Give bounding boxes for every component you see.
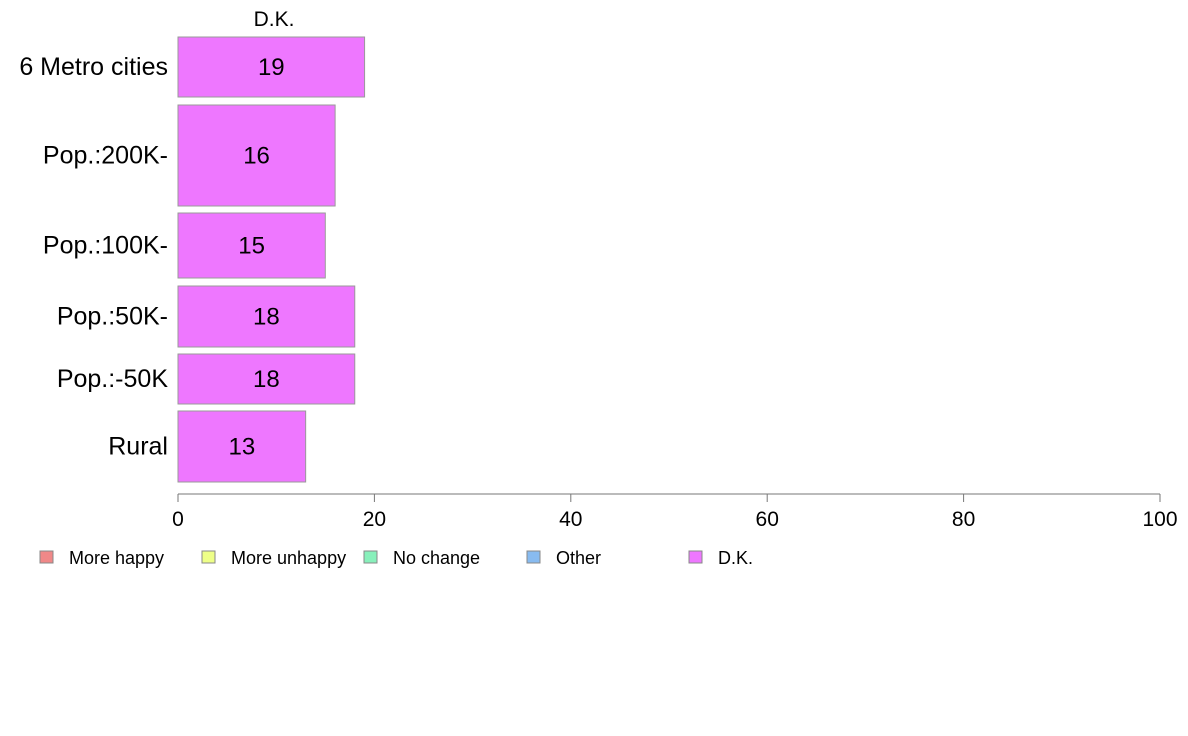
category-label: 6 Metro cities — [19, 53, 168, 81]
x-tick-label: 40 — [559, 508, 582, 531]
bar-value-label: 13 — [228, 434, 255, 461]
x-tick-label: 100 — [1142, 508, 1177, 531]
bar-value-label: 18 — [253, 304, 280, 331]
legend-swatch — [526, 550, 541, 564]
category-label: Pop.:50K- — [57, 303, 168, 331]
legend-label: No change — [393, 548, 480, 568]
legend-label: Other — [556, 548, 601, 568]
legend-label: More happy — [69, 548, 164, 568]
category-label: Rural — [108, 433, 168, 461]
category-label: Pop.:-50K — [57, 365, 169, 393]
x-tick-label: 20 — [363, 508, 386, 531]
x-tick-label: 80 — [952, 508, 975, 531]
bar — [177, 285, 356, 348]
legend-swatch — [688, 550, 703, 564]
bar — [177, 212, 326, 279]
x-tick-label: 0 — [172, 508, 184, 531]
bar-value-label: 19 — [258, 54, 285, 81]
legend: More happy More unhappy No change Other D.K. — [39, 548, 753, 568]
legend-label: D.K. — [718, 548, 753, 568]
category-label: Pop.:100K- — [43, 232, 168, 260]
legend-swatch — [39, 550, 54, 564]
bar — [177, 410, 307, 483]
category-label: Pop.:200K- — [43, 142, 168, 170]
bars-layer: 6 Metro cities 19 Pop.:200K- 16 Pop.:100K- 15… — [19, 36, 366, 483]
bar — [177, 104, 336, 207]
bar-value-label: 18 — [253, 366, 280, 393]
bar-value-label: 16 — [243, 143, 270, 170]
x-tick-label: 60 — [756, 508, 779, 531]
legend-swatch — [363, 550, 378, 564]
x-axis: 0 20 40 60 80 100 — [172, 493, 1178, 531]
bar — [177, 353, 356, 405]
chart-title: D.K. — [254, 8, 295, 31]
bar-value-label: 15 — [238, 233, 265, 260]
legend-swatch — [201, 550, 216, 564]
legend-label: More unhappy — [231, 548, 346, 568]
bar — [177, 36, 366, 98]
